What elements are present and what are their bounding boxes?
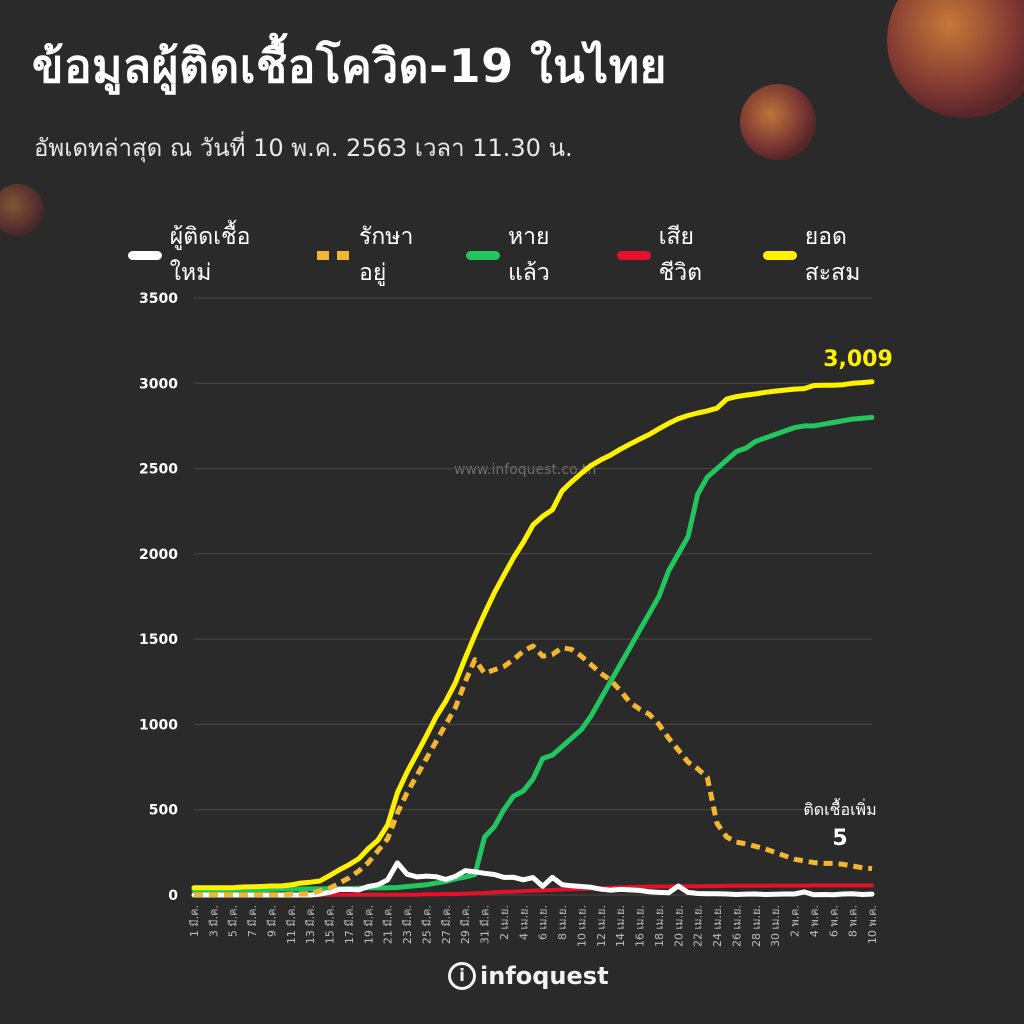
x-tick-label: 30 เม.ย. bbox=[769, 905, 782, 947]
y-tick-label: 500 bbox=[149, 803, 178, 819]
x-tick-label: 7 มี.ค. bbox=[246, 905, 259, 937]
cumulative-total-label: 3,009 bbox=[823, 347, 893, 372]
x-tick-label: 8 เม.ย. bbox=[556, 905, 569, 940]
x-tick-label: 15 มี.ค. bbox=[324, 905, 337, 944]
legend-swatch-in-treatment bbox=[317, 250, 352, 260]
x-tick-label: 19 มี.ค. bbox=[362, 905, 375, 944]
legend-label-new-cases: ผู้ติดเชื้อใหม่ bbox=[169, 224, 251, 286]
new-cases-value: 5 bbox=[832, 826, 847, 851]
series-line-cumulative bbox=[191, 379, 875, 891]
x-tick-label: 14 เม.ย. bbox=[614, 905, 627, 947]
chart-annotations: 3,009 ติดเชื้อเพิ่ม 5 bbox=[803, 347, 892, 851]
x-tick-label: 26 เม.ย. bbox=[730, 905, 743, 947]
x-tick-label: 10 พ.ค. bbox=[866, 905, 879, 944]
y-tick-label: 1500 bbox=[139, 632, 178, 648]
y-tick-label: 2000 bbox=[139, 547, 178, 563]
y-tick-label: 3500 bbox=[139, 291, 178, 307]
update-subtitle: อัพเดทล่าสุด ณ วันที่ 10 พ.ค. 2563 เวลา … bbox=[34, 134, 573, 162]
chart-lines bbox=[191, 379, 875, 898]
chart-legend: ผู้ติดเชื้อใหม่ รักษาอยู่ หายแล้ว เสียชี… bbox=[128, 224, 928, 286]
x-axis: 1 มี.ค. 3 มี.ค. 5 มี.ค. 7 มี.ค. 9 มี.ค. 11 มี… bbox=[188, 905, 879, 947]
series-line-recovered bbox=[191, 414, 875, 893]
x-tick-label: 17 มี.ค. bbox=[343, 905, 356, 944]
legend-swatch-new-cases bbox=[128, 250, 162, 260]
x-tick-label: 21 มี.ค. bbox=[382, 905, 395, 944]
x-tick-label: 2 พ.ค. bbox=[789, 905, 802, 937]
x-tick-label: 27 มี.ค. bbox=[440, 905, 453, 944]
x-tick-label: 8 พ.ค. bbox=[847, 905, 860, 937]
chart-grid bbox=[194, 297, 872, 896]
y-tick-label: 0 bbox=[168, 888, 178, 904]
x-tick-label: 5 มี.ค. bbox=[227, 905, 240, 937]
x-tick-label: 18 เม.ย. bbox=[653, 905, 666, 947]
legend-item-deaths: เสียชีวิต bbox=[616, 219, 737, 291]
y-tick-label: 3000 bbox=[139, 376, 178, 392]
y-axis: 0 500 1000 1500 2000 2500 3000 3500 bbox=[139, 291, 178, 904]
x-tick-label: 11 มี.ค. bbox=[285, 905, 298, 944]
legend-swatch-deaths bbox=[616, 250, 651, 260]
x-tick-label: 3 มี.ค. bbox=[207, 905, 220, 937]
x-tick-label: 10 เม.ย. bbox=[575, 905, 588, 947]
x-tick-label: 2 เม.ย. bbox=[498, 905, 511, 940]
x-tick-label: 25 มี.ค. bbox=[420, 905, 433, 944]
legend-item-cumulative: ยอดสะสม bbox=[762, 219, 902, 291]
x-tick-label: 24 เม.ย. bbox=[711, 905, 724, 947]
legend-item-new-cases: ผู้ติดเชื้อใหม่ bbox=[128, 219, 291, 291]
x-tick-label: 31 มี.ค. bbox=[479, 905, 492, 944]
y-tick-label: 1000 bbox=[139, 717, 178, 733]
x-tick-label: 4 พ.ค. bbox=[808, 905, 821, 937]
x-tick-label: 13 มี.ค. bbox=[304, 905, 317, 944]
x-tick-label: 20 เม.ย. bbox=[672, 905, 685, 947]
infoquest-logo-icon: i bbox=[448, 962, 476, 990]
x-tick-label: 6 เม.ย. bbox=[537, 905, 550, 940]
x-tick-label: 28 เม.ย. bbox=[750, 905, 763, 947]
x-tick-label: 16 เม.ย. bbox=[634, 905, 647, 947]
legend-swatch-recovered bbox=[466, 250, 500, 260]
x-tick-label: 12 เม.ย. bbox=[595, 905, 608, 947]
x-tick-label: 6 พ.ค. bbox=[827, 905, 840, 937]
legend-label-recovered: หายแล้ว bbox=[507, 224, 550, 286]
legend-label-deaths: เสียชีวิต bbox=[658, 224, 703, 286]
page-title: ข้อมูลผู้ติดเชื้อโควิด-19 ในไทย bbox=[32, 39, 667, 93]
infoquest-logo-text: infoquest bbox=[480, 962, 609, 990]
y-tick-label: 2500 bbox=[139, 462, 178, 478]
infoquest-logo: i infoquest bbox=[448, 962, 609, 990]
series-line-in-treatment bbox=[194, 643, 873, 898]
x-tick-label: 29 มี.ค. bbox=[459, 905, 472, 944]
x-tick-label: 22 เม.ย. bbox=[692, 905, 705, 947]
x-tick-label: 23 มี.ค. bbox=[401, 905, 414, 944]
legend-item-in-treatment: รักษาอยู่ bbox=[317, 219, 440, 291]
legend-label-cumulative: ยอดสะสม bbox=[804, 224, 861, 286]
legend-swatch-cumulative bbox=[762, 250, 797, 260]
x-tick-label: 9 มี.ค. bbox=[265, 905, 278, 937]
legend-label-in-treatment: รักษาอยู่ bbox=[359, 224, 414, 286]
new-cases-caption: ติดเชื้อเพิ่ม bbox=[803, 798, 876, 819]
legend-item-recovered: หายแล้ว bbox=[466, 219, 591, 291]
watermark: www.infoquest.co.th bbox=[454, 462, 597, 478]
x-tick-label: 4 เม.ย. bbox=[517, 905, 530, 940]
x-tick-label: 1 มี.ค. bbox=[188, 905, 201, 937]
